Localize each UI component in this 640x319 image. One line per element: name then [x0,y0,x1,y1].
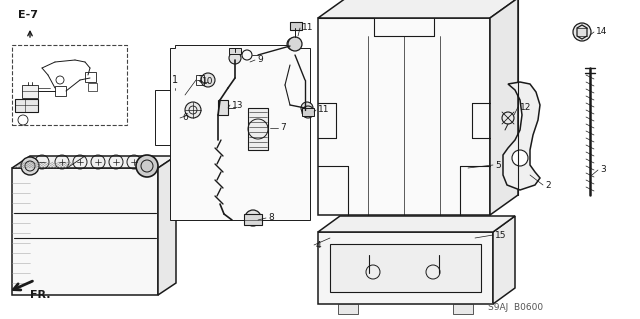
Text: E-7: E-7 [18,10,38,20]
Text: 11: 11 [318,106,330,115]
Text: 11: 11 [302,24,314,33]
Circle shape [288,37,302,51]
Polygon shape [338,304,358,314]
Polygon shape [359,225,449,255]
Text: 14: 14 [596,27,607,36]
Circle shape [136,155,158,177]
Circle shape [229,52,241,64]
Text: 1: 1 [172,75,178,85]
Polygon shape [503,82,540,190]
Text: 10: 10 [202,78,214,86]
Polygon shape [12,156,176,168]
Text: 15: 15 [495,231,506,240]
Polygon shape [290,22,302,30]
Polygon shape [170,45,310,220]
Circle shape [287,38,299,50]
Polygon shape [218,100,228,115]
Circle shape [302,106,314,118]
Polygon shape [318,18,490,215]
Polygon shape [318,0,518,18]
Text: 1: 1 [198,76,204,85]
Polygon shape [330,244,481,292]
Polygon shape [490,0,518,215]
Text: S9AJ  B0600: S9AJ B0600 [488,303,543,313]
Polygon shape [318,216,515,232]
Text: 2: 2 [545,181,550,189]
Polygon shape [302,108,314,116]
Text: 3: 3 [600,166,605,174]
Circle shape [573,23,591,41]
Circle shape [502,112,514,124]
Polygon shape [384,225,424,247]
Circle shape [512,150,528,166]
Polygon shape [493,216,515,304]
Text: FR.: FR. [30,290,51,300]
Polygon shape [248,108,268,150]
Bar [155,90,195,145]
Circle shape [245,210,261,226]
Text: 6: 6 [182,114,188,122]
Polygon shape [22,85,38,98]
Polygon shape [229,48,241,54]
Text: 4: 4 [316,241,322,249]
Text: 13: 13 [232,100,243,109]
Text: 8: 8 [268,213,274,222]
Polygon shape [577,25,587,39]
Polygon shape [244,214,262,225]
Polygon shape [158,156,176,295]
Polygon shape [453,304,473,314]
Text: 5: 5 [495,160,500,169]
Text: 7: 7 [280,123,285,132]
Circle shape [301,102,313,114]
Bar [12,45,127,125]
Text: 12: 12 [520,102,531,112]
Circle shape [21,157,39,175]
Polygon shape [12,168,158,295]
Circle shape [185,102,201,118]
Text: 9: 9 [257,56,263,64]
Polygon shape [318,232,493,304]
Polygon shape [15,99,38,112]
Circle shape [201,73,215,87]
